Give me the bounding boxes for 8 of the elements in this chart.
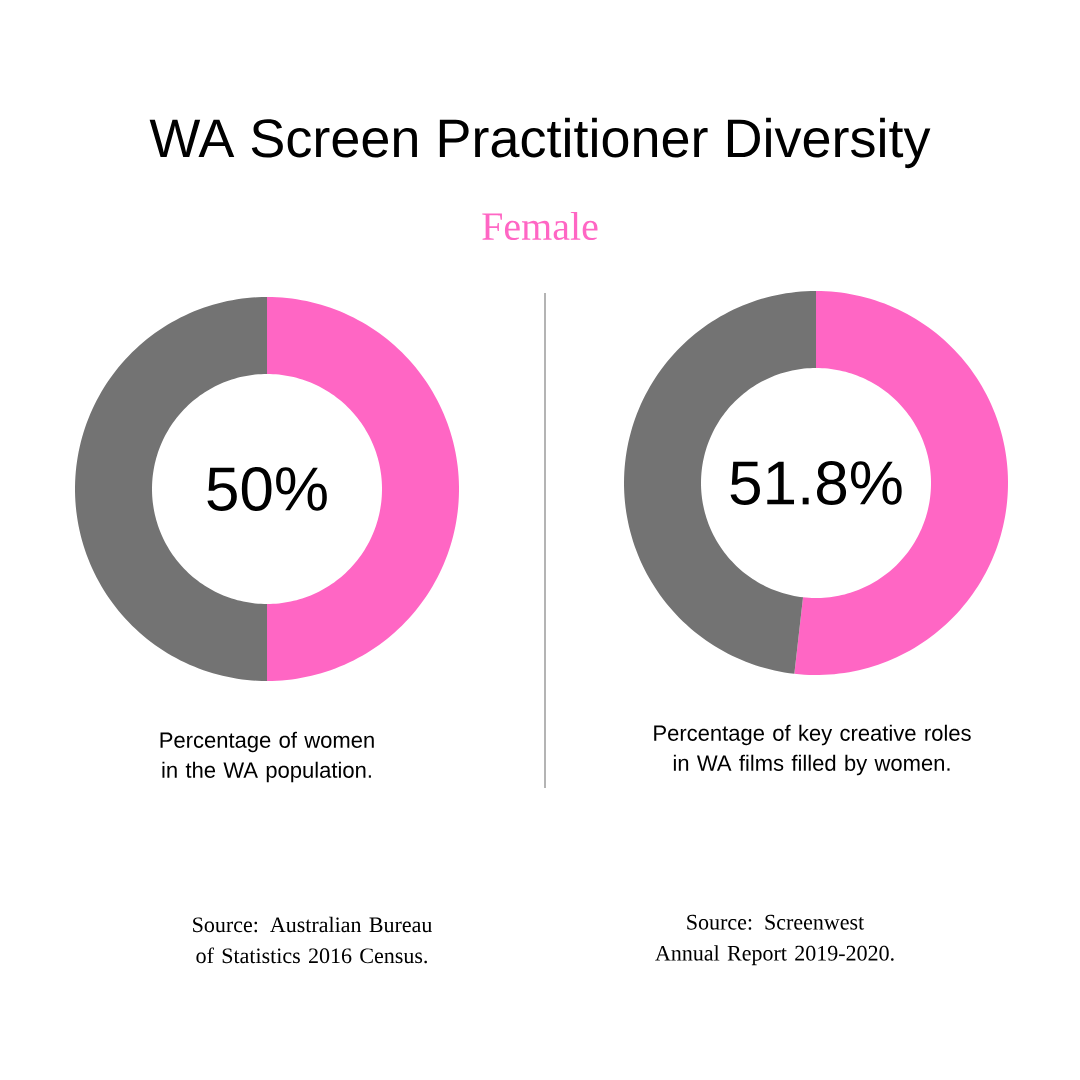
source-note: Source: Australian Bureau of Statistics 2016 Census. <box>193 916 433 964</box>
text: Female <box>482 211 598 241</box>
text: Percentage of women in the WA population. <box>160 731 374 783</box>
text: Percentage of key creative roles in WA films filled by women. <box>654 724 971 776</box>
chart-title: WA Screen Practitioner Diversity <box>149 117 931 169</box>
text: 50% <box>207 467 327 511</box>
source-note: Source: Screenwest Annual Report 2019-2020. <box>655 914 894 966</box>
text: 51.8% <box>730 461 902 505</box>
